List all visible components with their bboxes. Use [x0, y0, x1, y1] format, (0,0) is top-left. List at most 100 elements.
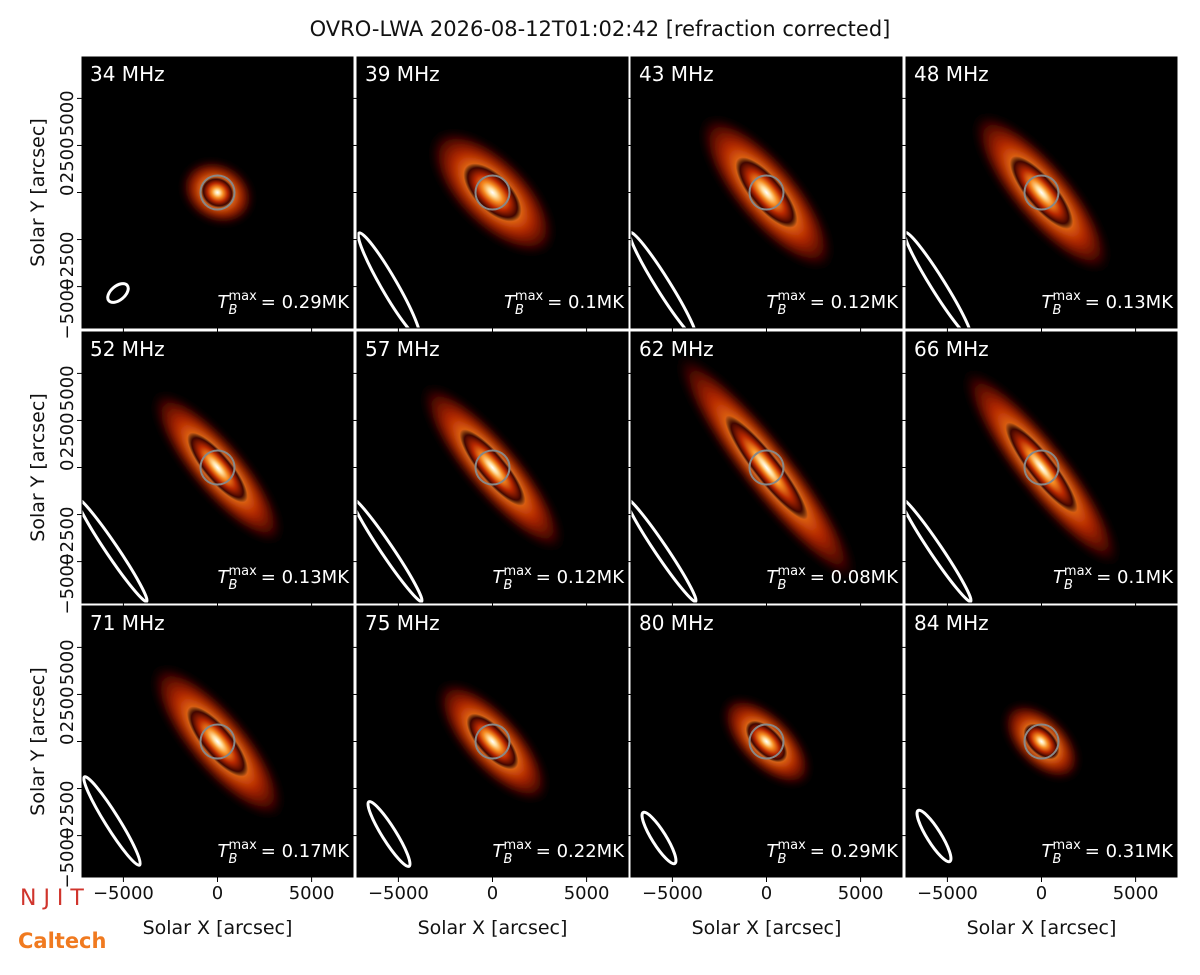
y-tick-label: −2500: [57, 781, 78, 842]
tb-max-label: TBmax = 0.17MK: [218, 838, 351, 867]
tb-symbol: T: [493, 567, 506, 588]
solar-disk: [748, 723, 785, 760]
tb-max-value: = 0.29MK: [810, 841, 899, 862]
solar-disk: [474, 723, 511, 760]
solar-disk: [199, 723, 236, 760]
beam: [106, 282, 130, 304]
x-tick-label: −5000: [642, 883, 703, 904]
tb-max-label: TBmax = 0.29MK: [218, 289, 351, 318]
tb-max-value: = 0.1MK: [1096, 567, 1174, 588]
x-tick-label: −5000: [93, 883, 154, 904]
figure-title: OVRO-LWA 2026-08-12T01:02:42 [refraction…: [310, 17, 891, 41]
tb-superscript: max: [503, 838, 532, 853]
y-tick-label: 0: [57, 734, 78, 745]
tb-superscript: max: [228, 564, 257, 579]
y-axis-label: Solar Y [arcsec]: [27, 667, 49, 815]
beam: [915, 808, 953, 864]
tb-subscript: B: [778, 578, 787, 593]
panel: 57 MHz TBmax = 0.12MK: [352, 331, 629, 608]
tb-superscript: max: [777, 564, 806, 579]
tb-symbol: T: [767, 292, 780, 313]
panel-content: [82, 606, 353, 877]
frequency-label: 48 MHz: [914, 62, 989, 86]
y-tick-label: −2500: [57, 232, 78, 293]
beam: [906, 496, 973, 603]
frequency-label: 43 MHz: [639, 62, 714, 86]
frequency-label: 52 MHz: [90, 337, 165, 361]
beam: [357, 496, 424, 603]
panel-content: [906, 332, 1177, 603]
tb-superscript: max: [1052, 289, 1081, 304]
x-tick-label: 0: [212, 883, 223, 904]
tb-subscript: B: [1064, 578, 1073, 593]
tb-symbol: T: [493, 841, 506, 862]
tb-subscript: B: [778, 303, 787, 318]
tb-subscript: B: [1053, 852, 1062, 867]
y-tick-label: 2500: [57, 412, 78, 458]
y-tick-label: 2500: [57, 686, 78, 732]
emission-core: [187, 432, 248, 503]
frequency-label: 34 MHz: [90, 62, 165, 86]
solar-disk: [199, 449, 236, 486]
tb-max-label: TBmax = 0.22MK: [493, 838, 626, 867]
emission-core: [745, 720, 788, 763]
y-axis-label: Solar Y [arcsec]: [27, 118, 49, 266]
x-tick-label: 0: [1036, 883, 1047, 904]
tb-subscript: B: [504, 578, 513, 593]
panel: 75 MHz TBmax = 0.22MK −5000 0 5000 Solar X [ar…: [352, 605, 629, 939]
tb-subscript: B: [229, 852, 238, 867]
tb-symbol: T: [218, 841, 231, 862]
x-tick-label: −5000: [917, 883, 978, 904]
frequency-label: 80 MHz: [639, 611, 714, 635]
frequency-label: 71 MHz: [90, 611, 165, 635]
tb-subscript: B: [778, 852, 787, 867]
panel-content: [357, 332, 628, 603]
emission-core: [1009, 156, 1074, 229]
panel-content: [906, 606, 1177, 877]
y-tick-label: 0: [57, 185, 78, 196]
tb-max-value: = 0.17MK: [261, 841, 350, 862]
panel-content: [357, 606, 628, 877]
y-tick-label: 5000: [57, 639, 78, 685]
emission-core: [735, 157, 798, 228]
x-tick-label: 5000: [564, 883, 610, 904]
emission-core: [459, 429, 526, 506]
emission-core: [725, 415, 808, 520]
tb-max-value: = 0.31MK: [1085, 841, 1174, 862]
tb-symbol: T: [1053, 567, 1066, 588]
emission-core: [1023, 723, 1060, 760]
panel-content: [357, 57, 628, 328]
y-tick-label: 2500: [57, 137, 78, 183]
x-axis-label: Solar X [arcsec]: [692, 917, 842, 939]
tb-superscript: max: [1064, 564, 1093, 579]
logo-caltech: Caltech: [18, 929, 106, 953]
tb-symbol: T: [767, 841, 780, 862]
panel-content: [906, 57, 1177, 328]
tb-subscript: B: [229, 578, 238, 593]
panel-content: [631, 57, 902, 328]
tb-max-label: TBmax = 0.13MK: [218, 564, 351, 593]
emission-core: [463, 163, 522, 222]
panel: 62 MHz TBmax = 0.08MK: [626, 331, 903, 608]
panel: 80 MHz TBmax = 0.29MK −5000 0 5000 Solar X [ar…: [626, 605, 903, 939]
tb-max-value: = 0.12MK: [536, 567, 625, 588]
x-tick-label: 5000: [1113, 883, 1159, 904]
tb-symbol: T: [218, 567, 231, 588]
beam: [82, 775, 142, 867]
frequency-label: 66 MHz: [914, 337, 989, 361]
logo-njit: N J I T: [20, 886, 84, 911]
beam: [631, 230, 698, 328]
tb-subscript: B: [515, 303, 524, 318]
x-tick-label: 5000: [289, 883, 335, 904]
frequency-label: 75 MHz: [365, 611, 440, 635]
solar-disk: [474, 174, 511, 211]
y-axis-label: Solar Y [arcsec]: [27, 393, 49, 541]
tb-subscript: B: [1053, 303, 1062, 318]
beam: [640, 810, 678, 866]
solar-disk: [1023, 449, 1060, 486]
tb-max-value: = 0.13MK: [261, 567, 350, 588]
